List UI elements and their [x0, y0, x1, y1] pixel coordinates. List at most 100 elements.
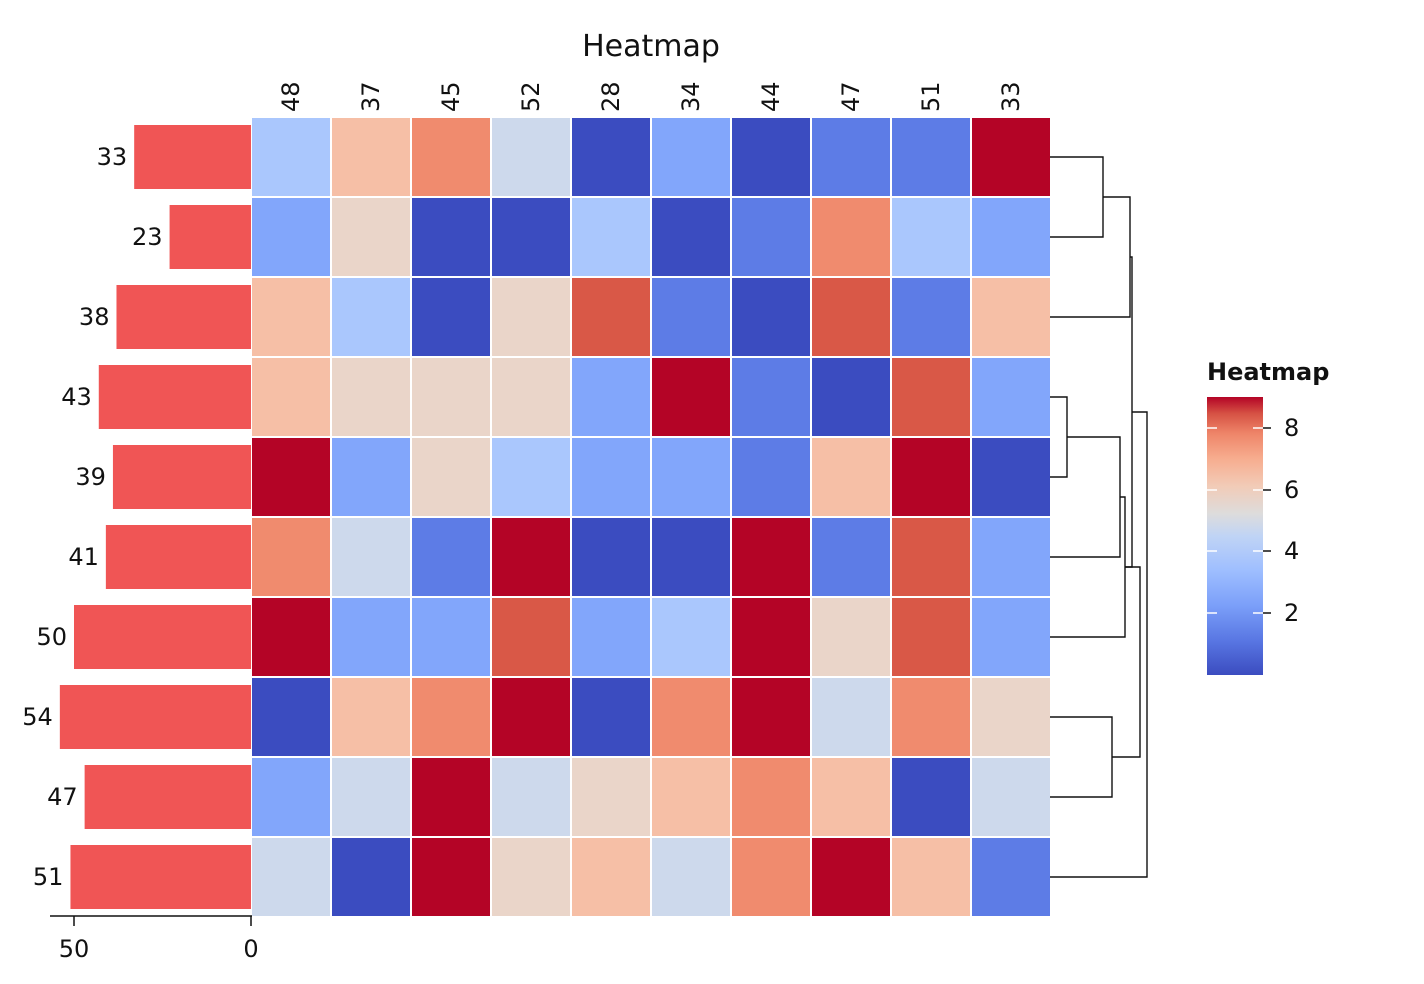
heatmap-cell	[572, 518, 650, 596]
column-label: 34	[677, 81, 705, 112]
heatmap-cell	[652, 278, 730, 356]
heatmap-cell	[892, 118, 970, 196]
heatmap-cell	[652, 518, 730, 596]
bar-tick-label-0: 0	[243, 935, 258, 963]
row-bar	[70, 845, 252, 909]
heatmap-cell	[332, 518, 410, 596]
heatmap-cell	[412, 838, 490, 916]
colorbar-tick-label-4: 4	[1284, 537, 1299, 565]
heatmap-cell	[492, 838, 570, 916]
row-bar	[98, 365, 251, 429]
heatmap-cell	[892, 278, 970, 356]
column-label: 44	[757, 81, 785, 112]
row-label: 50	[36, 623, 67, 651]
dendro-link	[1050, 156, 1104, 238]
column-label: 52	[517, 81, 545, 112]
row-bar	[105, 525, 251, 589]
heatmap-cell	[652, 758, 730, 836]
column-label: 28	[597, 81, 625, 112]
heatmap-cell	[572, 278, 650, 356]
heatmap-cell	[252, 758, 330, 836]
heatmap-cell	[492, 438, 570, 516]
heatmap-cell	[492, 118, 570, 196]
colorbar-tick-label-8: 8	[1284, 414, 1299, 442]
heatmap-cell	[732, 358, 810, 436]
heatmap-cell	[572, 358, 650, 436]
dendro-link	[1050, 396, 1068, 478]
colorbar-gradient	[1207, 397, 1263, 675]
heatmap-cell	[652, 438, 730, 516]
heatmap-cell	[892, 678, 970, 756]
heatmap-cell	[332, 838, 410, 916]
heatmap-cell	[892, 358, 970, 436]
dendro-link	[1050, 411, 1148, 878]
heatmap-cell	[492, 198, 570, 276]
row-dendrogram	[1050, 156, 1148, 878]
heatmap-cell	[572, 598, 650, 676]
heatmap-cell	[572, 678, 650, 756]
colorbar-title: Heatmap	[1207, 358, 1329, 386]
heatmap-cell	[972, 198, 1050, 276]
heatmap-cell	[412, 198, 490, 276]
column-label: 51	[917, 81, 945, 112]
column-label: 47	[837, 81, 865, 112]
heatmap-cell	[332, 118, 410, 196]
row-labels: 33 23 38 43 39 41 50 54 47 51	[22, 143, 162, 891]
heatmap-cell	[972, 678, 1050, 756]
dendro-link	[1050, 436, 1121, 558]
heatmap-cell	[732, 518, 810, 596]
heatmap-cell	[812, 678, 890, 756]
heatmap-cell	[972, 758, 1050, 836]
heatmap-cell	[332, 758, 410, 836]
heatmap-cell	[972, 518, 1050, 596]
heatmap-cell	[252, 198, 330, 276]
dendro-link	[1050, 716, 1113, 798]
heatmap-cell	[812, 598, 890, 676]
row-label: 51	[33, 863, 64, 891]
colorbar: Heatmap 8 6 4 2	[1207, 358, 1329, 675]
heatmap-cell	[732, 598, 810, 676]
column-labels: 48 37 45 52 28 34 44 47 51 33	[277, 81, 1025, 112]
heatmap-cell	[732, 678, 810, 756]
heatmap-cell	[732, 198, 810, 276]
heatmap-cell	[892, 758, 970, 836]
row-label: 54	[22, 703, 53, 731]
heatmap-cell	[812, 358, 890, 436]
row-label: 43	[61, 383, 92, 411]
heatmap-cell	[492, 758, 570, 836]
row-label: 33	[97, 143, 128, 171]
colorbar-ticks	[1207, 427, 1263, 614]
heatmap-cell	[492, 278, 570, 356]
row-bar	[134, 125, 251, 189]
heatmap-cell	[332, 198, 410, 276]
heatmap-cell	[412, 678, 490, 756]
row-bar	[84, 765, 252, 829]
heatmap-cell	[812, 438, 890, 516]
row-bar	[116, 285, 251, 349]
heatmap-cell	[652, 118, 730, 196]
heatmap-cell	[812, 278, 890, 356]
row-bar	[59, 685, 252, 749]
heatmap-cell	[252, 358, 330, 436]
heatmap-cell	[252, 438, 330, 516]
heatmap-cell	[812, 838, 890, 916]
heatmap-cell	[892, 518, 970, 596]
chart-title: Heatmap	[582, 29, 720, 64]
heatmap-cell	[572, 198, 650, 276]
heatmap-cell	[652, 598, 730, 676]
bar-tick-label-50: 50	[59, 935, 90, 963]
heatmap-cell	[892, 198, 970, 276]
heatmap-cell	[892, 598, 970, 676]
heatmap-cell	[732, 758, 810, 836]
heatmap-cell	[412, 278, 490, 356]
heatmap-cell	[572, 838, 650, 916]
heatmap-cell	[412, 118, 490, 196]
heatmap-cell	[252, 118, 330, 196]
heatmap-cell	[492, 358, 570, 436]
heatmap-cell	[252, 518, 330, 596]
heatmap-cell	[332, 438, 410, 516]
heatmap-cell	[412, 438, 490, 516]
heatmap-cell	[732, 838, 810, 916]
heatmap-cells	[252, 118, 1050, 916]
